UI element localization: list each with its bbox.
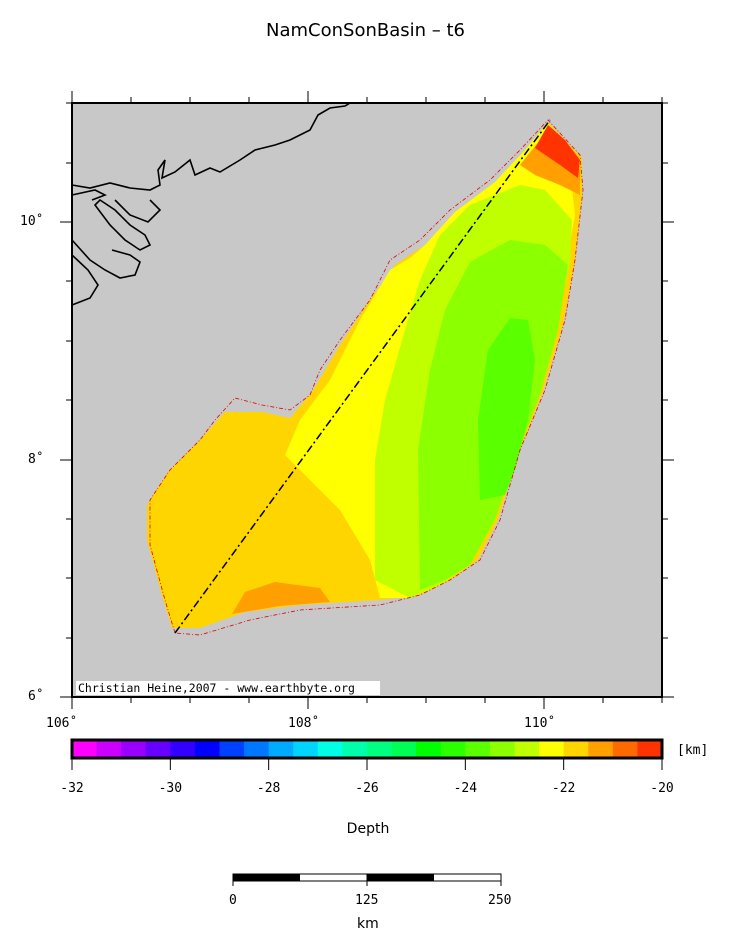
colorbar-swatch xyxy=(244,740,270,758)
colorbar-swatch xyxy=(588,740,614,758)
colorbar-swatch xyxy=(612,740,638,758)
colorbar-swatch xyxy=(563,740,589,758)
colorbar-swatch xyxy=(465,740,491,758)
colorbar-swatch xyxy=(72,740,98,758)
colorbar-tick-label: -28 xyxy=(256,781,281,796)
profile-line xyxy=(174,119,551,634)
map-title: NamConSonBasin – t6 xyxy=(266,20,465,41)
colorbar-swatch xyxy=(391,740,417,758)
colorbar-tick-label: -26 xyxy=(355,781,379,796)
lon-tick-108: 108˚ xyxy=(288,716,320,731)
scale-tick-0: 0 xyxy=(229,893,237,908)
lon-tick-106: 106˚ xyxy=(46,716,78,731)
basin-outline xyxy=(149,119,584,636)
colorbar-swatch xyxy=(539,740,565,758)
colorbar-tick-label: -32 xyxy=(60,781,84,796)
colorbar-tick-label: -30 xyxy=(158,781,183,796)
colorbar-swatch xyxy=(170,740,196,758)
colorbar-swatch xyxy=(440,740,466,758)
scale-tick-250: 250 xyxy=(488,893,512,908)
colorbar-unit: [km] xyxy=(677,743,709,758)
colorbar xyxy=(72,740,663,758)
depth-zone-24 xyxy=(478,318,535,500)
coastline xyxy=(71,102,351,306)
colorbar-label: Depth xyxy=(346,821,390,837)
lat-tick-8: 8˚ xyxy=(28,452,44,467)
colorbar-swatch xyxy=(121,740,147,758)
colorbar-swatch xyxy=(96,740,122,758)
colorbar-swatch xyxy=(514,740,540,758)
colorbar-swatch xyxy=(268,740,294,758)
colorbar-swatch xyxy=(342,740,368,758)
scale-tick-125: 125 xyxy=(355,893,379,908)
depth-zone-21 xyxy=(232,582,330,614)
depth-zone-20 xyxy=(535,125,580,178)
colorbar-tick-label: -20 xyxy=(650,781,674,796)
lat-tick-10: 10˚ xyxy=(20,214,44,229)
colorbar-swatch xyxy=(637,740,663,758)
colorbar-tick-label: -24 xyxy=(453,781,478,796)
lat-tick-6: 6˚ xyxy=(28,689,44,704)
credit-text: Christian Heine,2007 - www.earthbyte.org xyxy=(78,681,355,695)
colorbar-swatch xyxy=(219,740,245,758)
colorbar-swatch xyxy=(489,740,515,758)
scale-unit: km xyxy=(357,916,379,932)
colorbar-swatch xyxy=(145,740,171,758)
basin-depth-grid xyxy=(147,119,584,636)
colorbar-swatch xyxy=(367,740,393,758)
colorbar-swatch xyxy=(293,740,319,758)
colorbar-swatch xyxy=(416,740,442,758)
credit-box xyxy=(76,681,380,695)
colorbar-tick-label: -22 xyxy=(551,781,576,796)
map-ticks xyxy=(60,91,674,709)
scale-bar xyxy=(232,873,502,886)
colorbar-swatch xyxy=(317,740,343,758)
lon-tick-110: 110˚ xyxy=(524,716,556,731)
colorbar-swatch xyxy=(194,740,220,758)
depth-zone-20-5 xyxy=(520,140,580,195)
